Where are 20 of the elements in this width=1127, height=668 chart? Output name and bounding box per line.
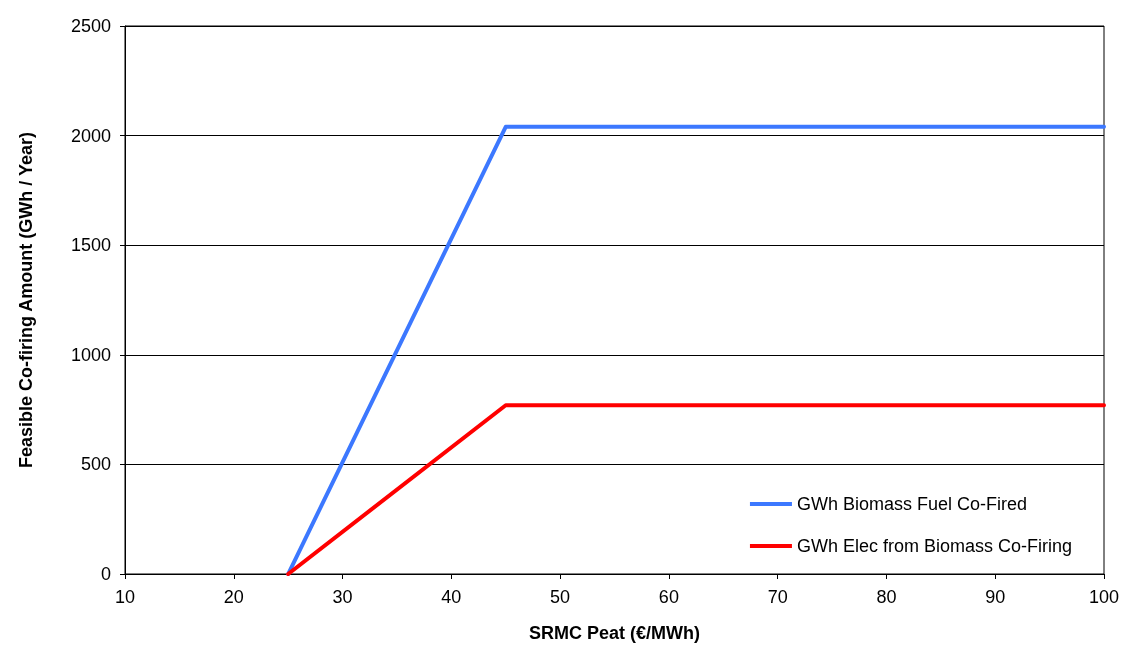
x-tick-label: 90 (985, 587, 1006, 607)
x-tick-label: 50 (550, 587, 571, 607)
legend-label: GWh Elec from Biomass Co-Firing (796, 536, 1073, 556)
x-tick-label: 30 (332, 587, 353, 607)
y-axis-title: Feasible Co-firing Amount (GWh / Year) (16, 131, 36, 469)
x-tick-label: 70 (767, 587, 788, 607)
x-tick-label: 40 (441, 587, 462, 607)
y-tick-label: 2500 (70, 16, 111, 36)
y-tick-label: 1000 (70, 344, 111, 365)
x-tick-label: 10 (114, 587, 136, 607)
y-tick-label: 2000 (70, 125, 111, 146)
x-tick-label: 100 (1088, 587, 1120, 607)
y-tick-label: 1500 (70, 235, 111, 256)
y-tick-label: 500 (80, 454, 111, 475)
x-tick-label: 80 (876, 587, 897, 607)
x-tick-label: 20 (223, 587, 244, 607)
legend-label: GWh Biomass Fuel Co-Fired (796, 494, 1028, 514)
y-tick-label: 0 (100, 564, 111, 584)
x-tick-label: 60 (658, 587, 679, 607)
x-axis-title: SRMC Peat (€/MWh) (529, 623, 701, 643)
